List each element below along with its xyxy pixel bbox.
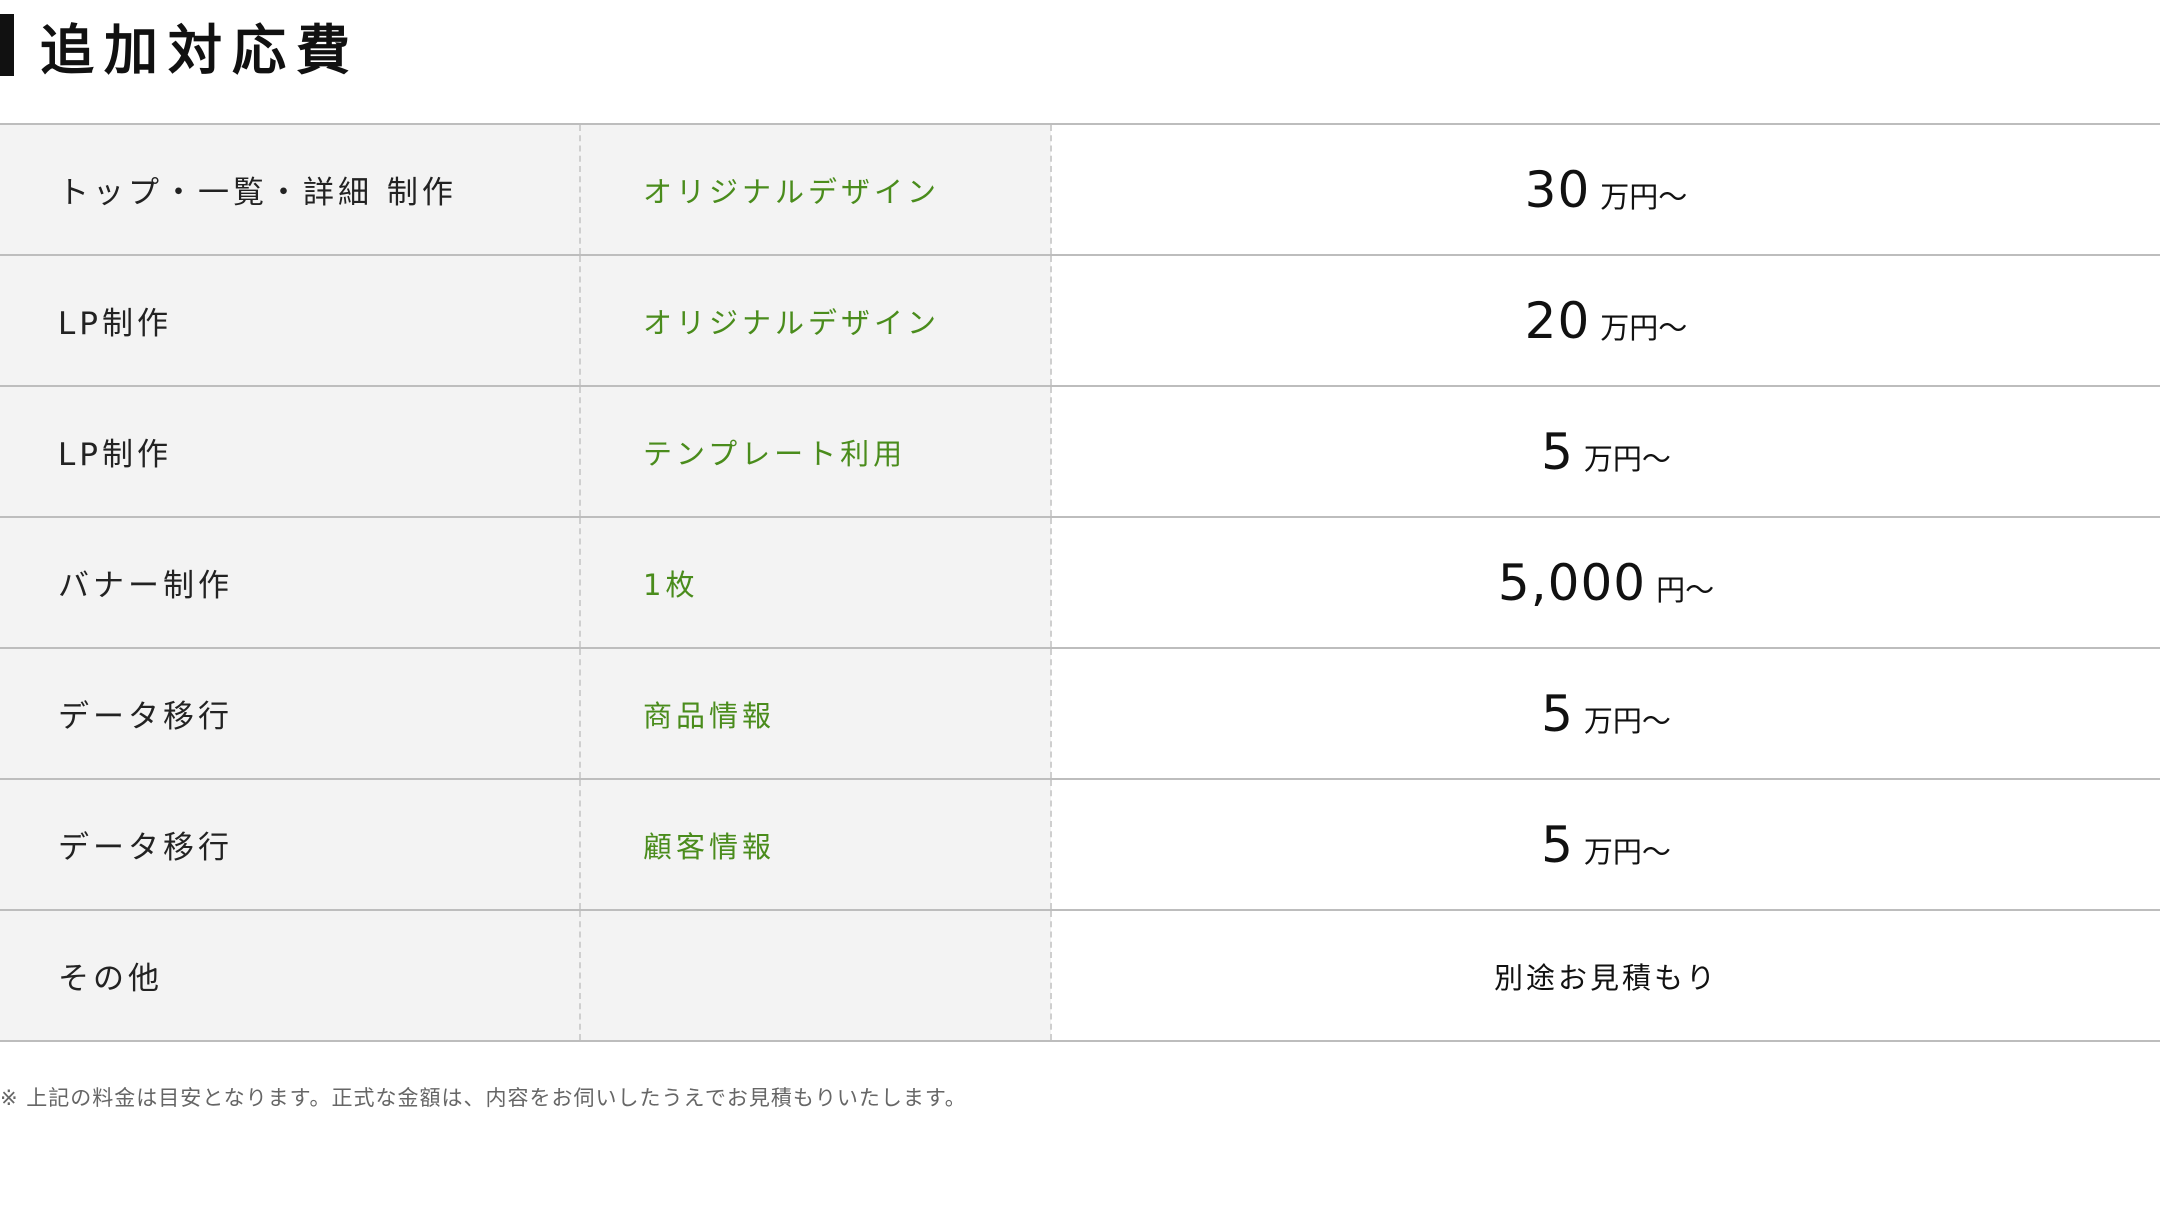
table-row: LP制作 テンプレート利用 5 万円〜	[0, 386, 2160, 517]
price-value: 30	[1524, 160, 1591, 219]
item-detail: オリジナルデザイン	[580, 255, 1052, 386]
item-price: 5 万円〜	[1051, 648, 2160, 779]
item-price: 20 万円〜	[1051, 255, 2160, 386]
item-detail	[580, 910, 1052, 1041]
price-other: 別途お見積もり	[1493, 960, 1718, 995]
table-row: データ移行 顧客情報 5 万円〜	[0, 779, 2160, 910]
price-unit: 万円〜	[1583, 834, 1671, 869]
section-heading: 追加対応費	[0, 10, 360, 82]
table-row: トップ・一覧・詳細 制作 オリジナルデザイン 30 万円〜	[0, 124, 2160, 255]
item-name: トップ・一覧・詳細 制作	[0, 124, 581, 255]
item-price: 別途お見積もり	[1051, 910, 2160, 1041]
item-detail: 商品情報	[580, 648, 1052, 779]
pricing-table: トップ・一覧・詳細 制作 オリジナルデザイン 30 万円〜 LP制作 オリジナルデザ…	[0, 123, 2160, 1042]
item-detail: テンプレート利用	[580, 386, 1052, 517]
price-value: 5	[1541, 684, 1574, 743]
price-unit: 万円〜	[1600, 179, 1688, 214]
table-row: バナー制作 1枚 5,000 円〜	[0, 517, 2160, 648]
item-detail: オリジナルデザイン	[580, 124, 1052, 255]
price-unit: 万円〜	[1600, 310, 1688, 345]
price-value: 5,000	[1497, 553, 1647, 612]
item-name: LP制作	[0, 255, 581, 386]
price-unit: 万円〜	[1583, 703, 1671, 738]
table-row: データ移行 商品情報 5 万円〜	[0, 648, 2160, 779]
price-value: 20	[1524, 291, 1591, 350]
item-detail: 1枚	[580, 517, 1052, 648]
price-value: 5	[1541, 815, 1574, 874]
item-name: LP制作	[0, 386, 581, 517]
price-unit: 万円〜	[1583, 441, 1671, 476]
price-unit: 円〜	[1656, 572, 1715, 607]
item-name: データ移行	[0, 648, 581, 779]
price-value: 5	[1541, 422, 1574, 481]
item-name: バナー制作	[0, 517, 581, 648]
item-price: 5 万円〜	[1051, 386, 2160, 517]
item-price: 5,000 円〜	[1051, 517, 2160, 648]
table-row: その他 別途お見積もり	[0, 910, 2160, 1041]
item-detail: 顧客情報	[580, 779, 1052, 910]
heading-accent-bar	[0, 14, 14, 76]
item-price: 30 万円〜	[1051, 124, 2160, 255]
page-title: 追加対応費	[40, 18, 360, 82]
footnote: ※ 上記の料金は目安となります。正式な金額は、内容をお伺いしたうえでお見積もりい…	[0, 1086, 967, 1110]
item-name: データ移行	[0, 779, 581, 910]
item-price: 5 万円〜	[1051, 779, 2160, 910]
table-row: LP制作 オリジナルデザイン 20 万円〜	[0, 255, 2160, 386]
item-name: その他	[0, 910, 581, 1041]
